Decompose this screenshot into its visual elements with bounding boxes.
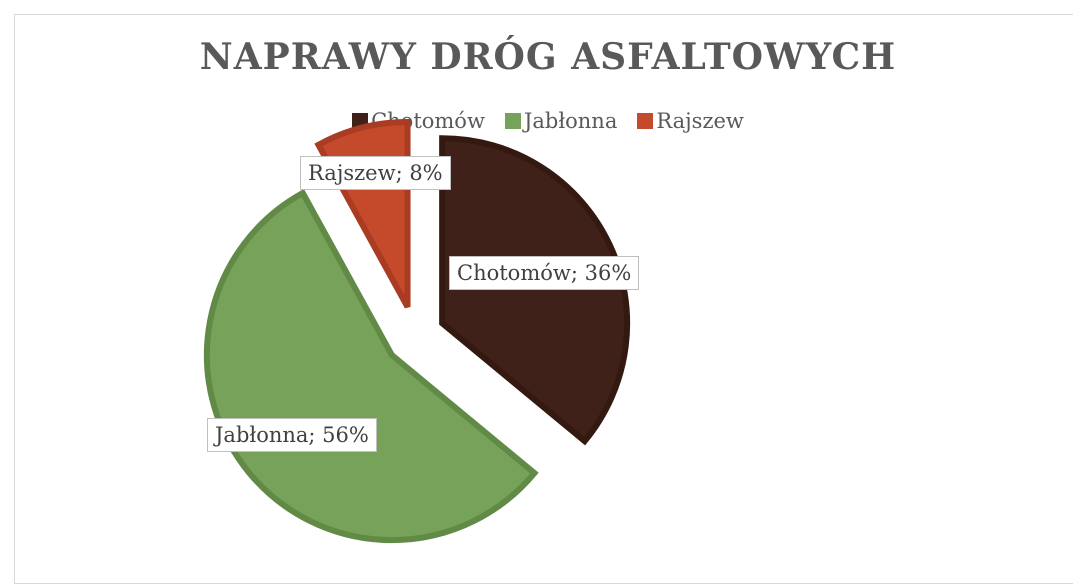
legend-swatch-jablonna <box>504 113 521 129</box>
chart-title: NAPRAWY DRÓG ASFALTOWYCH <box>199 36 897 78</box>
legend-label-jablonna: Jabłonna <box>523 109 618 133</box>
pie-slice-jablonna <box>203 188 539 544</box>
data-label-rajszew: Rajszew; 8% <box>300 156 451 190</box>
legend-swatch-rajszew <box>637 113 654 129</box>
chart-legend: Chotomów Jabłonna Rajszew <box>0 109 1073 133</box>
legend-item-rajszew: Rajszew <box>637 109 744 133</box>
data-label-chotomow: Chotomów; 36% <box>449 256 640 290</box>
legend-label-rajszew: Rajszew <box>656 109 744 133</box>
legend-item-jablonna: Jabłonna <box>504 109 618 133</box>
data-label-jablonna: Jabłonna; 56% <box>207 418 377 452</box>
